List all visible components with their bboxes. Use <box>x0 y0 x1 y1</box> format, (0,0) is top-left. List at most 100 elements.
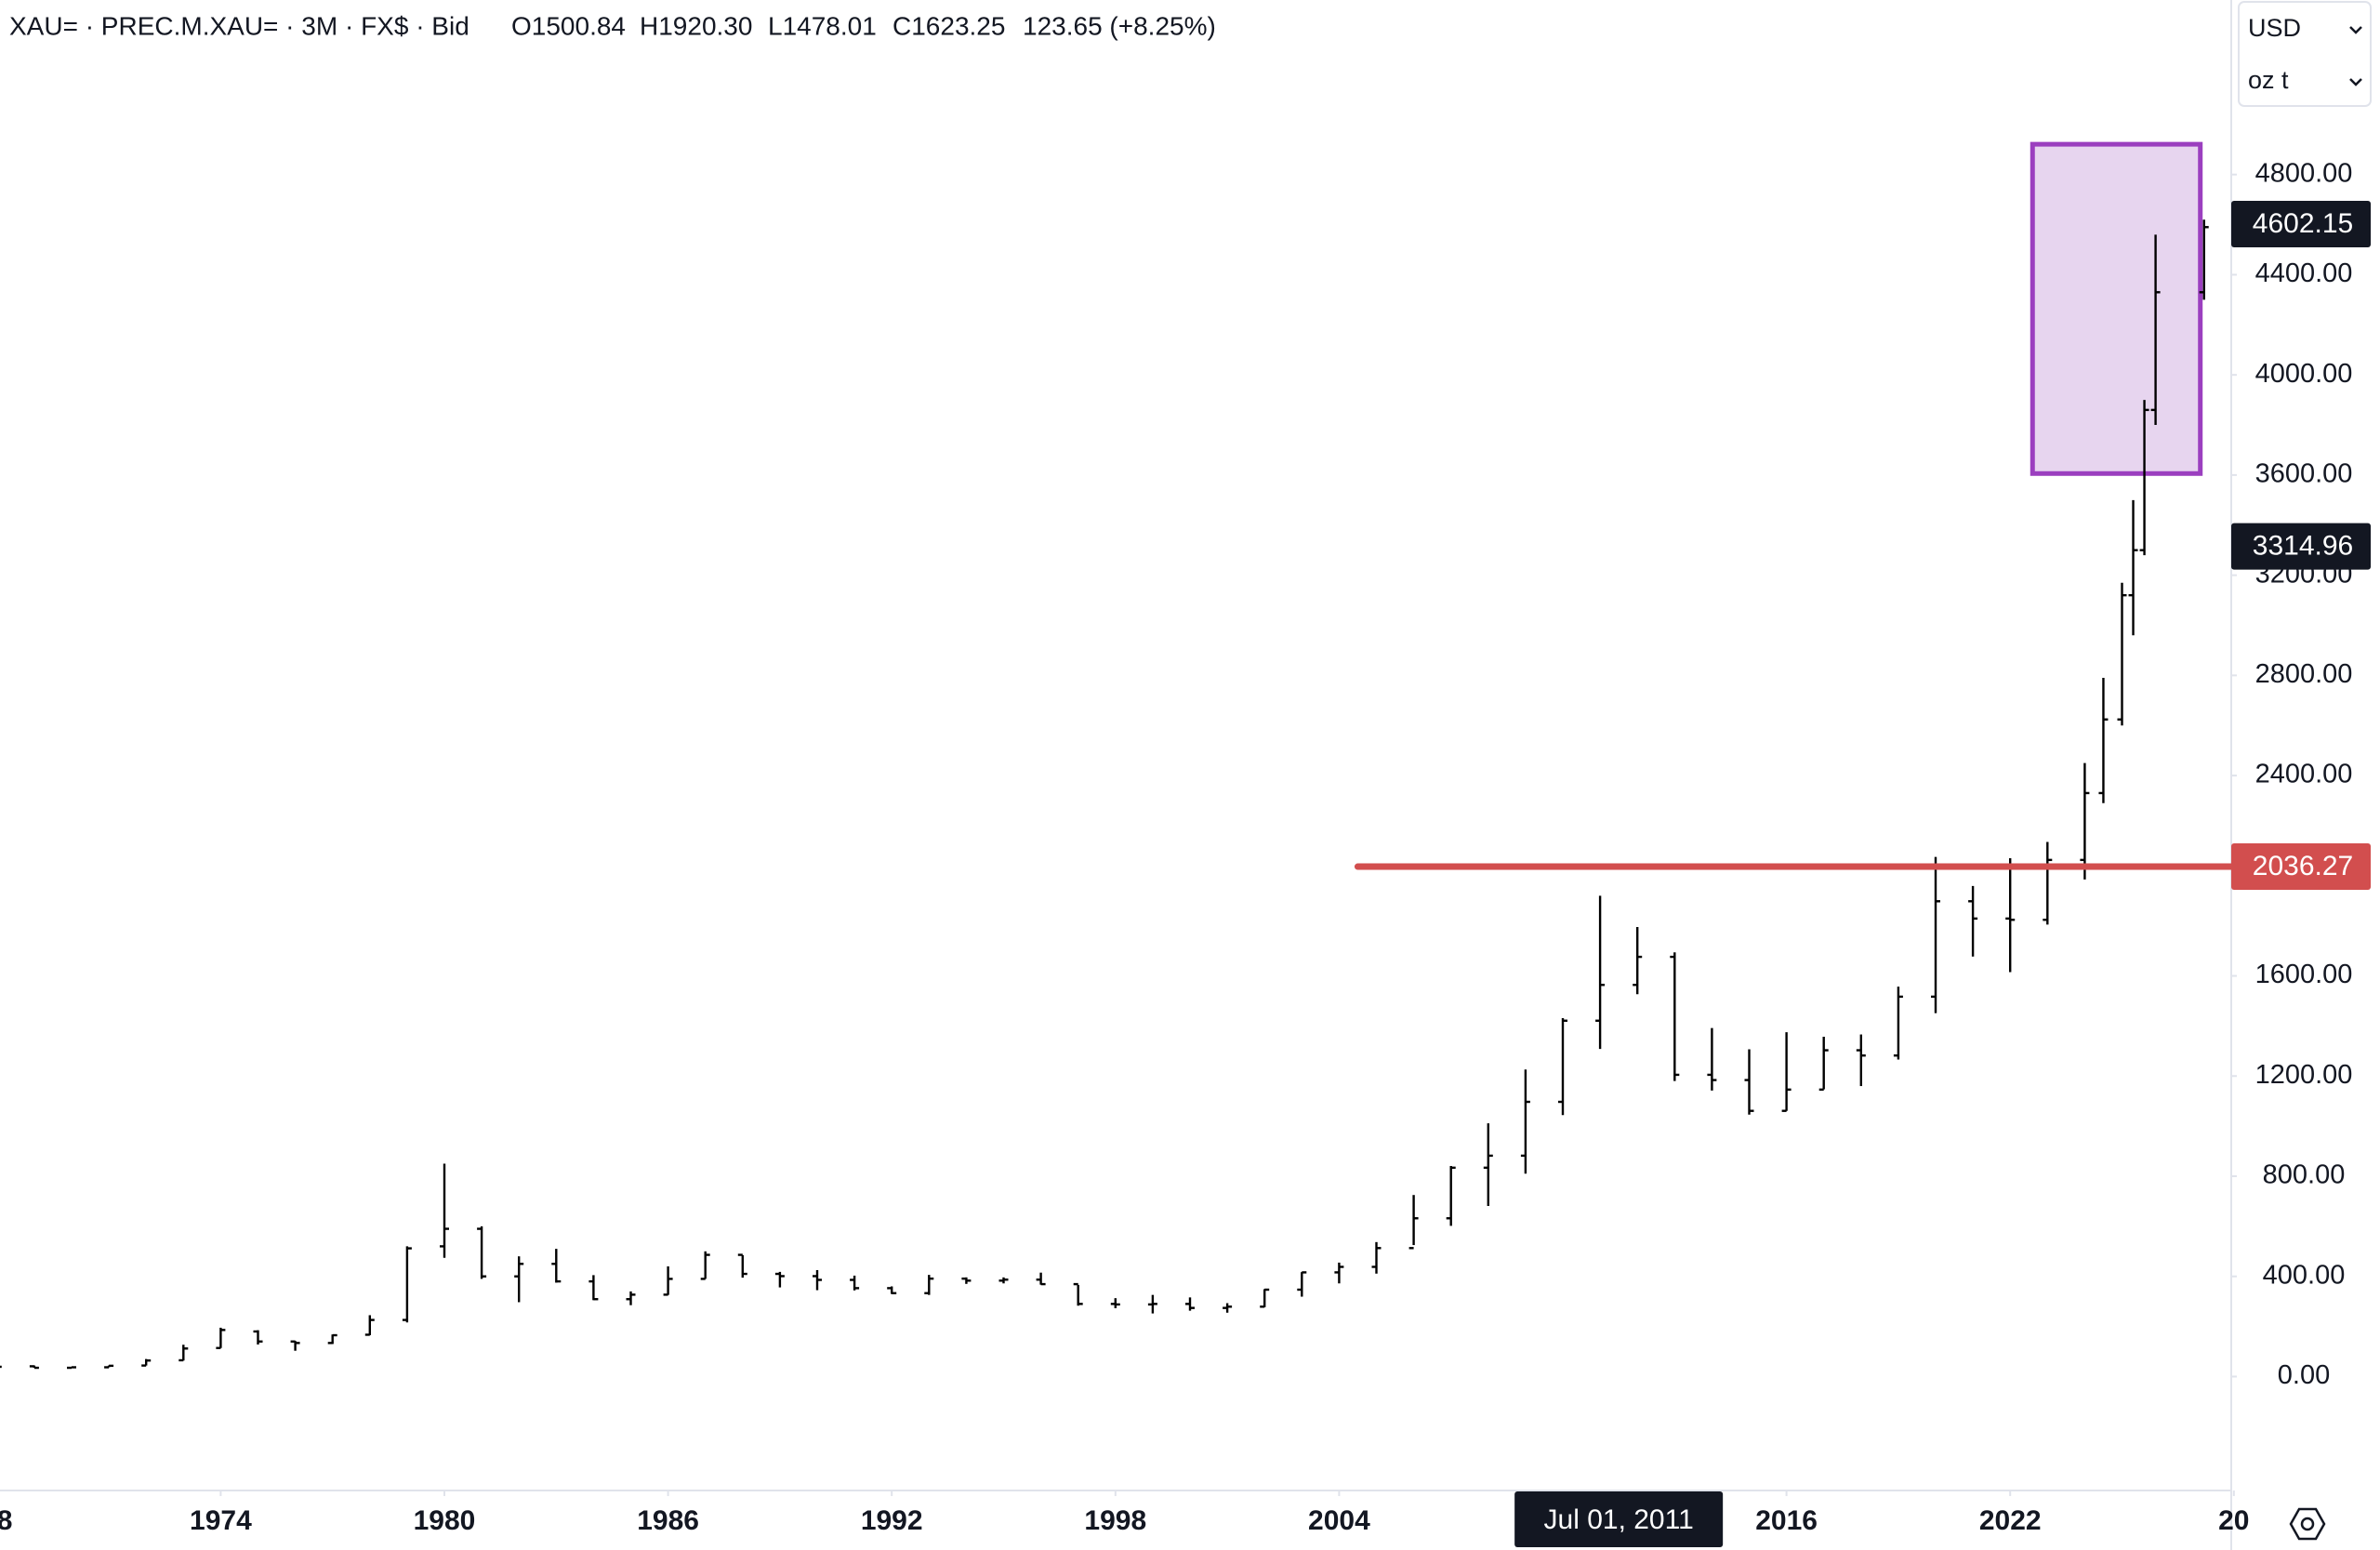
price-tag <box>2231 523 2371 570</box>
ohlc-change: 123.65 (+8.25%) <box>1023 11 1216 40</box>
y-tick-label: 1200.00 <box>2255 1060 2353 1090</box>
ohlc-bar <box>1968 885 1978 957</box>
ohlc-bar <box>2005 857 2016 973</box>
unit: oz t <box>2248 66 2289 94</box>
ohlc-bar <box>290 1340 300 1351</box>
ohlc-bar <box>66 1366 76 1370</box>
price-tag-label: 4602.15 <box>2253 208 2353 239</box>
ohlc-bar <box>402 1246 412 1323</box>
crosshair-tag <box>1514 1491 1724 1547</box>
ohlc-bar <box>2117 582 2127 726</box>
ohlc-bar <box>2128 499 2138 636</box>
ohlc-high: H1920.30 <box>640 11 752 40</box>
y-tick-label: 400.00 <box>2263 1260 2346 1290</box>
x-tick-label: 1998 <box>1084 1505 1146 1536</box>
ohlc-bar <box>1334 1262 1344 1284</box>
chevron <box>2349 78 2362 86</box>
ohlc-bar <box>2098 678 2109 803</box>
ohlc-bar <box>1707 1027 1717 1091</box>
ohlc-bar <box>1408 1195 1419 1250</box>
ohlc-bar <box>1558 1018 1568 1116</box>
ohlc-bar <box>1781 1032 1792 1112</box>
ohlc-bar <box>1670 952 1680 1081</box>
x-tick-label: 1986 <box>637 1505 699 1536</box>
y-tick-label: 3600.00 <box>2255 459 2353 489</box>
price-tag-label: 3314.96 <box>2253 531 2353 562</box>
ohlc-close: C1623.25 <box>892 11 1005 40</box>
ohlc-bar <box>998 1277 1009 1284</box>
ohlc-bar <box>1483 1123 1493 1207</box>
ohlc-bar <box>1633 927 1643 995</box>
ohlc-bar <box>141 1358 152 1367</box>
x-tick-label: 1992 <box>861 1505 923 1536</box>
price-tag-label: 2036.27 <box>2253 851 2353 881</box>
ohlc-bar <box>1818 1036 1829 1092</box>
ohlc-bar <box>1595 895 1606 1050</box>
settings-button[interactable] <box>2289 1507 2326 1541</box>
crosshair-label: Jul 01, 2011 <box>1544 1504 1694 1535</box>
currency-select[interactable]: USD <box>2248 14 2362 42</box>
ohlc-bar <box>1744 1049 1754 1115</box>
ohlc-bar <box>588 1275 599 1301</box>
ohlc-bar <box>1856 1034 1866 1087</box>
x-tick-label: 2022 <box>1979 1505 2042 1536</box>
ohlc-bar <box>1147 1294 1157 1314</box>
ohlc-bar <box>178 1345 189 1362</box>
ohlc-bar <box>364 1315 375 1336</box>
ohlc-bar <box>216 1327 226 1349</box>
ohlc-bar <box>924 1275 934 1295</box>
x-tick-label: 2004 <box>1308 1505 1370 1536</box>
ohlc-bar <box>551 1249 562 1283</box>
ohlc-low: L1478.01 <box>768 11 877 40</box>
ohlc-bar <box>1185 1297 1195 1311</box>
y-tick-label: 4800.00 <box>2255 158 2353 188</box>
ohlc-bar <box>1223 1303 1233 1313</box>
currency: USD <box>2248 14 2301 42</box>
x-tick-label: 68 <box>0 1505 12 1536</box>
ohlc-bar <box>626 1291 636 1305</box>
ohlc-bar <box>0 1365 2 1369</box>
symbol: XAU= · PREC.M.XAU= · 3M · FX$ · Bid <box>9 11 469 40</box>
x-tick-label: 1980 <box>414 1505 476 1536</box>
y-tick-label: 2400.00 <box>2255 760 2353 789</box>
ohlc-bar <box>104 1364 114 1369</box>
settings-icon-center <box>2300 1517 2315 1531</box>
ohlc-bar <box>477 1225 487 1279</box>
ohlc-bar <box>1073 1282 1083 1306</box>
y-tick-label: 2800.00 <box>2255 659 2353 689</box>
ohlc-bar <box>850 1275 860 1291</box>
ohlc-bar <box>1036 1272 1046 1286</box>
settings-icon <box>2289 1507 2326 1541</box>
ohlc-bar <box>1931 856 1941 1013</box>
ohlc-bar <box>774 1271 785 1288</box>
x-tick-label: 20 <box>2218 1505 2249 1536</box>
chevron <box>2349 26 2362 34</box>
y-tick-label: 4400.00 <box>2255 258 2353 288</box>
ohlc-bar <box>812 1269 822 1291</box>
unit-select[interactable]: oz t <box>2248 66 2362 94</box>
price-tag <box>2231 843 2371 891</box>
ohlc-bar <box>961 1277 972 1284</box>
ohlc-bar <box>1371 1241 1382 1274</box>
y-tick-label: 0.00 <box>2278 1360 2330 1390</box>
y-tick-label: 4000.00 <box>2255 359 2353 389</box>
ohlc-bar <box>2150 234 2161 426</box>
ohlc-bar <box>1520 1069 1530 1174</box>
ohlc-bar <box>327 1333 337 1345</box>
ohlc-bar <box>1260 1288 1270 1308</box>
ohlc-bar <box>1893 987 1903 1060</box>
ohlc-open: O1500.84 <box>511 11 626 40</box>
y-tick-label: 1600.00 <box>2255 960 2353 989</box>
ohlc-bar <box>2080 762 2090 880</box>
ohlc-bar <box>663 1265 673 1296</box>
ohlc-bar <box>1297 1271 1307 1297</box>
ohlc-bar <box>29 1365 39 1370</box>
ohlc-bar <box>253 1330 263 1345</box>
ohlc-bar <box>514 1256 524 1303</box>
unit-panel <box>2238 1 2372 107</box>
ohlc-bar <box>2043 841 2053 925</box>
x-tick-label: 1974 <box>190 1505 252 1536</box>
